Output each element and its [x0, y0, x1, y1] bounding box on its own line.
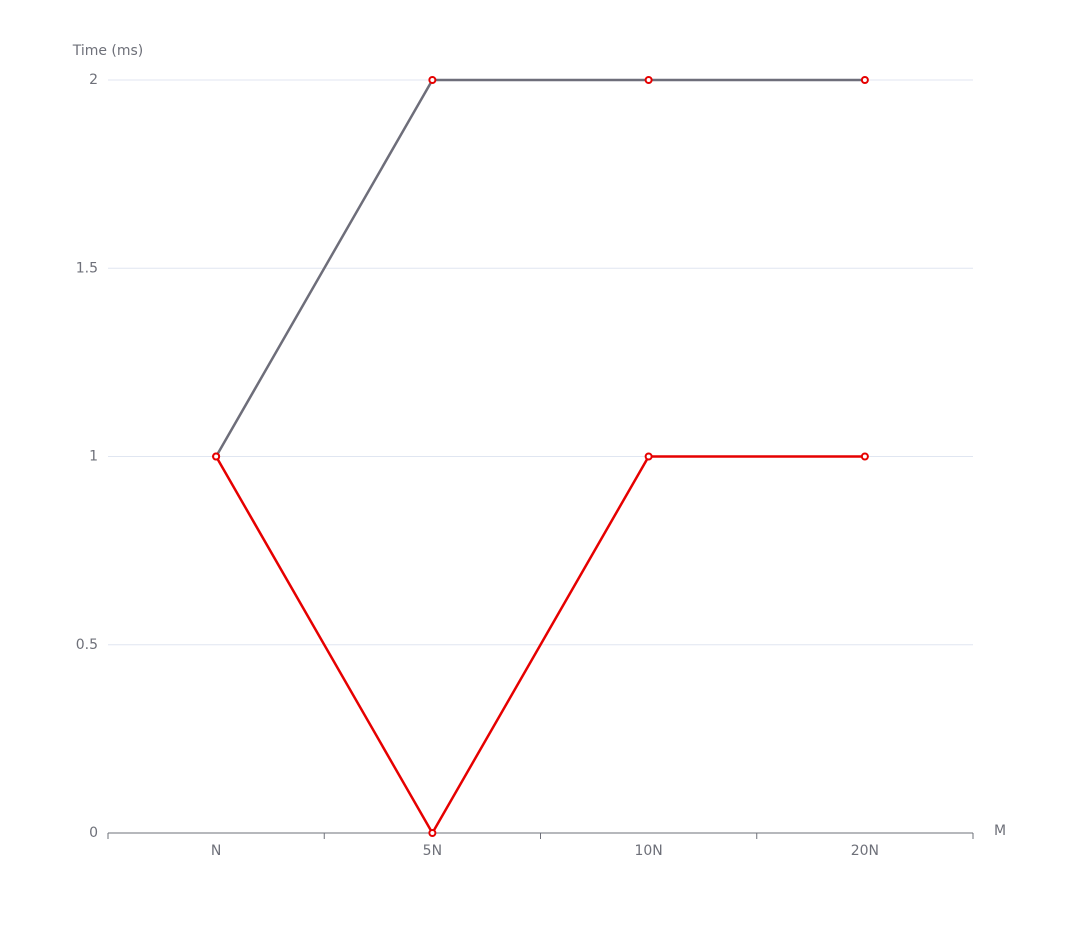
y-axis-label: Time (ms)	[72, 43, 144, 59]
series-line	[215, 78, 865, 458]
y-tick-label: 1.5	[76, 260, 98, 276]
point	[860, 76, 869, 84]
point	[860, 452, 869, 461]
y-tick-label: 2	[89, 72, 98, 88]
x-tick-label: N	[211, 843, 221, 859]
point	[644, 452, 653, 461]
point	[428, 829, 437, 837]
x-tick-label: 10N	[634, 843, 662, 859]
x-axis-label: M	[994, 823, 1006, 839]
x-tick-label: 5N	[423, 843, 442, 859]
point	[212, 452, 221, 461]
y-tick-label: 1	[89, 449, 98, 465]
y-tick-label: 0	[89, 825, 98, 841]
x-tick-label: 20N	[851, 843, 879, 859]
point	[644, 76, 653, 84]
point	[428, 76, 437, 84]
y-tick-label: 0.5	[76, 637, 98, 653]
series-line	[215, 455, 865, 836]
